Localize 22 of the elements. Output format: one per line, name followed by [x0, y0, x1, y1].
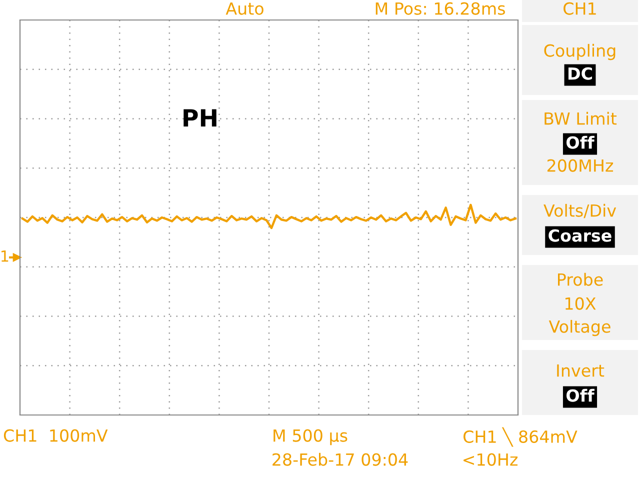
text: Coupling: [544, 44, 616, 60]
text: Voltage: [548, 320, 610, 336]
text: PH: [184, 109, 216, 127]
text: M Pos: 16.28ms: [376, 2, 505, 15]
text: BW Limit: [544, 112, 617, 125]
text: Invert: [557, 364, 604, 377]
text: M 500 µs: [274, 429, 348, 446]
text: CH1 ╲ 864mV: [464, 427, 578, 447]
text: 200MHz: [547, 159, 614, 172]
text: Coarse: [548, 229, 612, 242]
text: Volts/Div: [544, 204, 616, 218]
text: <10Hz: [464, 453, 518, 466]
text: DC: [568, 67, 592, 80]
text: CH1: [564, 2, 596, 15]
text: Probe: [558, 272, 603, 286]
text: CH1 100mV: [4, 429, 108, 442]
ref-line-label: 1: [2, 250, 8, 262]
text: 10X: [566, 297, 596, 310]
text: Off: [566, 136, 594, 149]
text: 28-Feb-17 09:04: [272, 452, 408, 466]
text: Off: [566, 388, 594, 402]
text: Auto: [226, 2, 264, 15]
